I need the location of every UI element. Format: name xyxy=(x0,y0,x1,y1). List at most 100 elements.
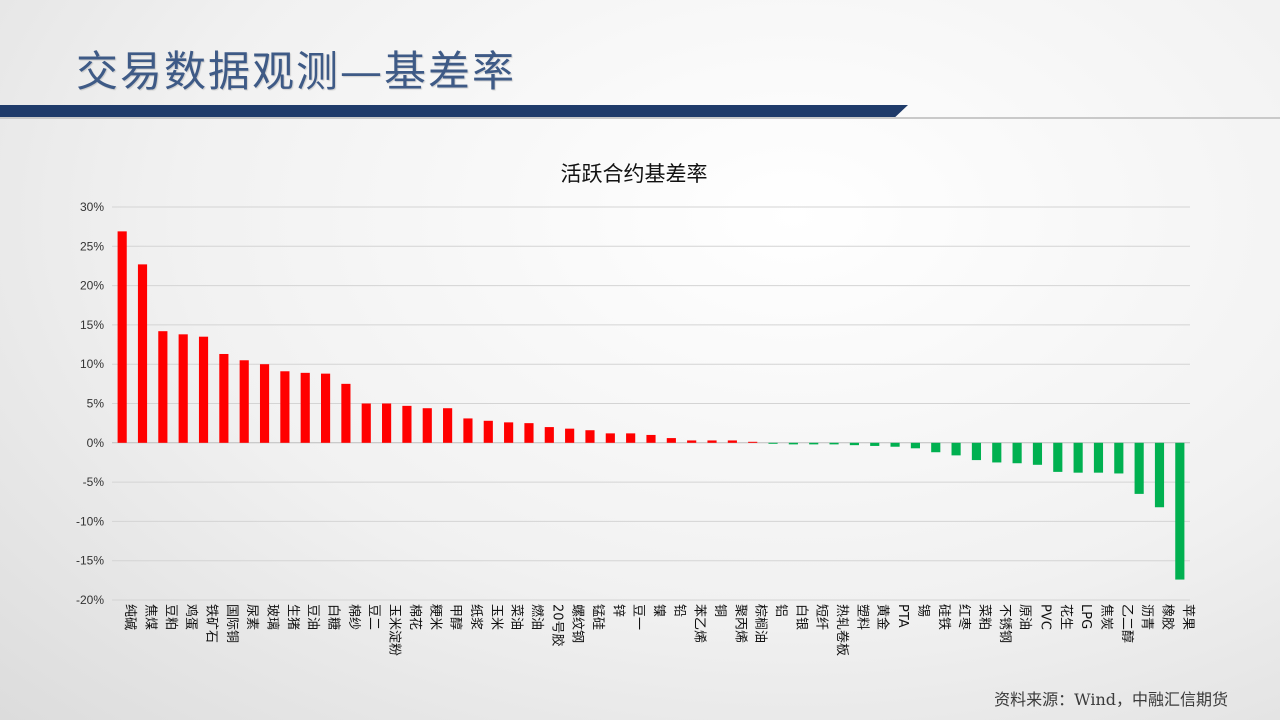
bar xyxy=(504,422,514,443)
bar xyxy=(748,441,758,443)
x-tick-label: 铅 xyxy=(671,604,686,617)
bar xyxy=(1134,442,1144,494)
x-tick-label: 不锈钢 xyxy=(997,604,1012,643)
y-tick-label: 0% xyxy=(87,436,105,450)
x-tick-label: 尿素 xyxy=(244,604,259,630)
x-tick-label: 苹果 xyxy=(1180,604,1195,630)
x-tick-label: 玻璃 xyxy=(265,604,280,630)
bar xyxy=(971,442,982,461)
bar xyxy=(890,442,900,447)
bar xyxy=(1114,442,1124,474)
bar xyxy=(402,405,412,443)
y-tick-label: 10% xyxy=(80,357,104,371)
bar xyxy=(361,403,371,443)
y-tick-label: 5% xyxy=(87,397,105,411)
title-bar xyxy=(0,105,908,117)
bar xyxy=(849,442,859,446)
x-tick-label: 红枣 xyxy=(956,604,972,630)
x-tick-label: 豆二 xyxy=(366,604,381,630)
grid-layer xyxy=(112,206,1190,601)
bar xyxy=(910,442,920,449)
x-tick-label: 螺纹钢 xyxy=(570,604,585,643)
x-tick-label: 乙二醇 xyxy=(1119,604,1135,643)
x-tick-label: 塑料 xyxy=(854,604,869,630)
bar xyxy=(259,364,270,443)
bar xyxy=(1093,442,1104,473)
bar xyxy=(1053,442,1063,472)
x-tick-label: 硅铁 xyxy=(936,604,951,630)
x-tick-label: 粳米 xyxy=(427,604,442,630)
x-tick-label: 铁矿石 xyxy=(204,604,219,643)
x-tick-label: 菜粕 xyxy=(976,604,991,630)
x-tick-label: 鸡蛋 xyxy=(183,604,199,630)
x-tick-label: 玉米 xyxy=(488,604,503,630)
bar xyxy=(931,442,941,453)
x-tick-label: LPG xyxy=(1078,604,1093,629)
y-tick-label: 15% xyxy=(80,318,104,332)
x-tick-label: 苯乙烯 xyxy=(692,604,707,643)
x-tick-label: 玉米淀粉 xyxy=(387,604,402,656)
x-tick-label: 生猪 xyxy=(285,604,300,630)
bar xyxy=(219,353,229,443)
x-tick-label: 棉花 xyxy=(407,604,423,630)
bar xyxy=(117,231,127,443)
bar xyxy=(382,403,392,443)
bar xyxy=(1073,442,1083,473)
x-tick-label: 短纤 xyxy=(814,604,829,630)
x-tick-label: 白银 xyxy=(793,604,809,630)
x-tick-label: 纯碱 xyxy=(122,604,137,630)
y-tick-label: 25% xyxy=(80,239,104,253)
bar xyxy=(239,360,249,443)
bar xyxy=(626,433,636,443)
slide-title: 交易数据观测—基差率 xyxy=(76,47,517,96)
y-tick-label: 20% xyxy=(80,279,104,293)
x-tick-label: 铜 xyxy=(712,604,727,617)
bar xyxy=(809,442,819,445)
bar xyxy=(788,442,798,445)
bar xyxy=(727,440,737,443)
x-tick-label: 铝 xyxy=(773,604,788,617)
x-tick-label: 国际铜 xyxy=(224,604,239,643)
bar xyxy=(707,440,717,443)
title-underline xyxy=(0,117,1280,119)
y-tick-label: -15% xyxy=(76,554,104,568)
bar xyxy=(585,430,595,443)
x-tick-label: 镍 xyxy=(651,604,666,617)
x-tick-label: 焦煤 xyxy=(143,604,158,630)
bar xyxy=(280,371,290,443)
y-axis: 30% 25% 20% 15% 10% 5% 0% -5% -10% -15% -20% xyxy=(76,200,104,607)
bar xyxy=(544,427,554,443)
bar xyxy=(300,372,310,443)
bar xyxy=(951,442,961,456)
bar xyxy=(687,440,697,443)
x-tick-label: 锌 xyxy=(610,604,625,617)
bar xyxy=(524,423,534,443)
x-tick-label: 橡胶 xyxy=(1159,604,1175,630)
bar xyxy=(341,383,351,443)
bars-layer xyxy=(117,231,1185,580)
y-tick-label: -10% xyxy=(76,514,104,528)
bar xyxy=(1032,442,1043,465)
y-tick-label: 30% xyxy=(80,200,104,214)
chart-title: 活跃合约基差率 xyxy=(561,162,708,186)
bar xyxy=(666,438,676,443)
x-tick-label: 豆一 xyxy=(631,604,646,630)
x-tick-label: 棉纱 xyxy=(346,604,361,630)
x-tick-label: PVC xyxy=(1037,604,1052,630)
bar xyxy=(1154,442,1165,508)
bar xyxy=(870,442,880,446)
bar xyxy=(158,331,168,443)
x-tick-label: 锡 xyxy=(915,604,930,617)
bar xyxy=(178,334,188,443)
bar xyxy=(829,442,839,445)
bar xyxy=(198,336,209,443)
x-tick-label: 原油 xyxy=(1017,604,1032,630)
bar xyxy=(646,434,656,443)
x-tick-label: 聚丙烯 xyxy=(732,604,747,643)
x-tick-label: 锰硅 xyxy=(590,604,605,630)
x-tick-label: 纸浆 xyxy=(468,604,483,630)
x-tick-label: 白糖 xyxy=(326,604,342,630)
x-tick-label: 豆粕 xyxy=(163,604,178,630)
bar xyxy=(137,264,148,443)
